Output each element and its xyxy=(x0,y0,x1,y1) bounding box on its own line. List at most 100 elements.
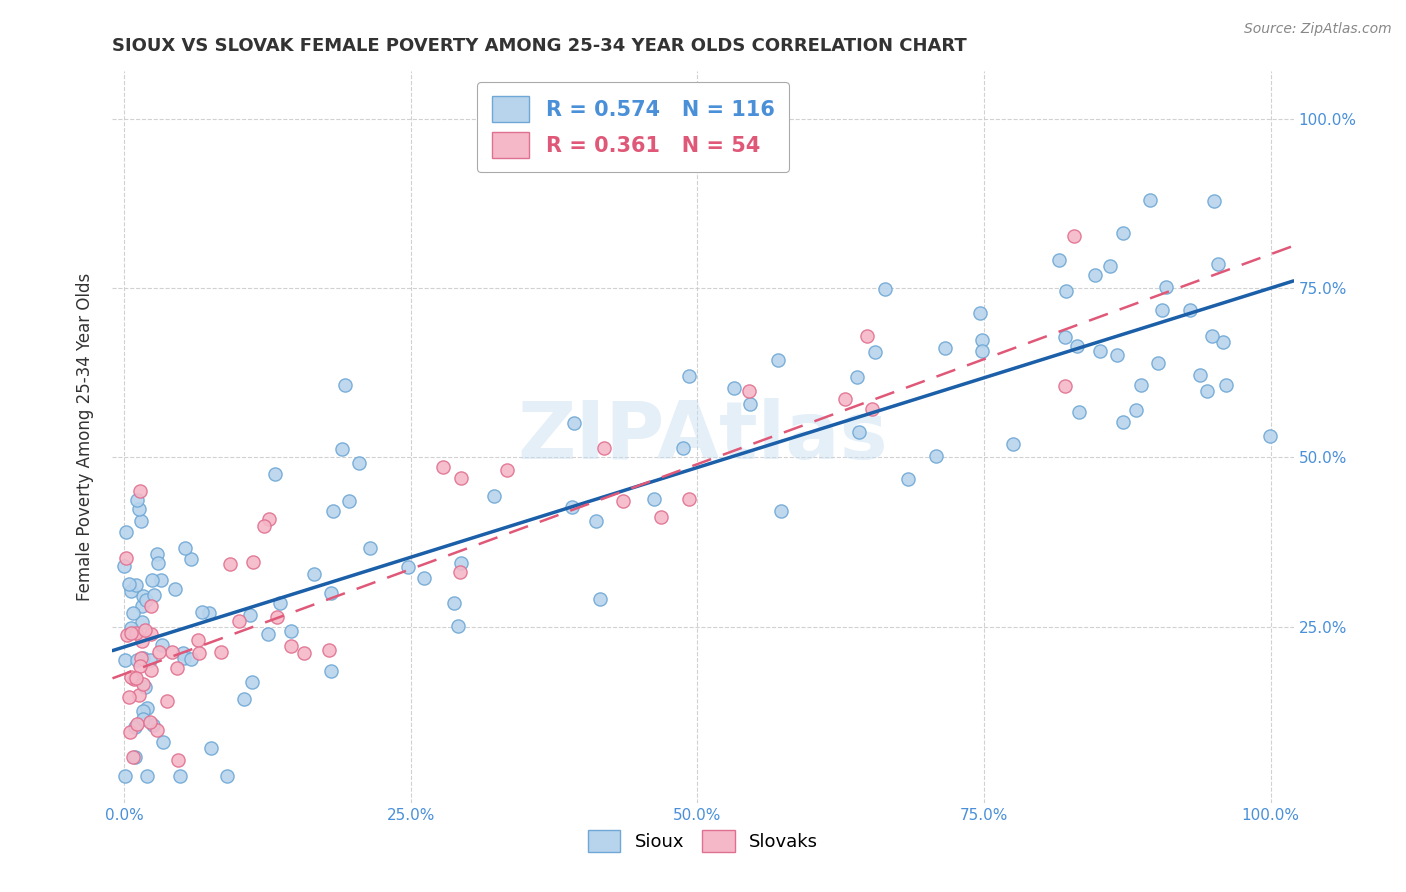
Point xyxy=(678,368,700,383)
Point xyxy=(146,547,169,561)
Point xyxy=(266,610,288,624)
Point xyxy=(129,483,152,498)
Point xyxy=(173,541,195,555)
Point xyxy=(766,353,789,368)
Point xyxy=(124,749,146,764)
Point xyxy=(447,619,470,633)
Point xyxy=(1098,259,1121,273)
Point xyxy=(152,735,174,749)
Point xyxy=(257,512,280,526)
Point xyxy=(860,401,883,416)
Point xyxy=(139,714,162,729)
Point xyxy=(120,725,142,739)
Point xyxy=(150,639,173,653)
Point xyxy=(114,652,136,666)
Point xyxy=(128,689,150,703)
Point xyxy=(135,769,157,783)
Point xyxy=(191,605,214,619)
Point xyxy=(495,463,517,477)
Point xyxy=(141,664,163,678)
Point xyxy=(142,588,165,602)
Point xyxy=(875,282,897,296)
Point xyxy=(118,576,141,591)
Point xyxy=(738,397,761,411)
Point xyxy=(1125,402,1147,417)
Point xyxy=(1188,368,1211,383)
Point xyxy=(253,518,276,533)
Point xyxy=(200,740,222,755)
Point xyxy=(1154,280,1177,294)
Point xyxy=(562,416,585,430)
Point xyxy=(1088,343,1111,358)
Point xyxy=(142,718,165,732)
Point xyxy=(738,384,761,398)
Point xyxy=(131,651,153,665)
Point xyxy=(589,592,612,607)
Point xyxy=(166,661,188,675)
Point xyxy=(269,596,291,610)
Point xyxy=(141,573,163,587)
Point xyxy=(115,551,138,566)
Point xyxy=(1107,348,1129,362)
Point xyxy=(1053,330,1076,344)
Point xyxy=(120,670,142,684)
Point xyxy=(125,671,148,685)
Point xyxy=(134,623,156,637)
Point xyxy=(1063,229,1085,244)
Point xyxy=(131,599,153,614)
Point xyxy=(139,627,162,641)
Point xyxy=(132,705,155,719)
Point xyxy=(118,690,141,705)
Point xyxy=(1197,384,1219,398)
Text: SIOUX VS SLOVAK FEMALE POVERTY AMONG 25-34 YEAR OLDS CORRELATION CHART: SIOUX VS SLOVAK FEMALE POVERTY AMONG 25-… xyxy=(112,37,967,54)
Point xyxy=(120,626,142,640)
Point xyxy=(124,720,146,734)
Point xyxy=(127,716,149,731)
Point xyxy=(969,306,991,320)
Point xyxy=(1202,194,1225,208)
Point xyxy=(187,646,209,660)
Legend: Sioux, Slovaks: Sioux, Slovaks xyxy=(581,823,825,860)
Point xyxy=(129,514,152,528)
Point xyxy=(122,672,145,686)
Text: ZIPAtlas: ZIPAtlas xyxy=(517,398,889,476)
Point xyxy=(855,329,877,343)
Point xyxy=(172,646,194,660)
Point xyxy=(1215,378,1237,392)
Point xyxy=(129,650,152,665)
Point xyxy=(169,769,191,783)
Text: Source: ZipAtlas.com: Source: ZipAtlas.com xyxy=(1244,22,1392,37)
Point xyxy=(318,643,340,657)
Point xyxy=(359,541,381,556)
Point xyxy=(173,650,195,665)
Point xyxy=(848,425,870,440)
Point xyxy=(165,582,187,597)
Point xyxy=(139,653,162,667)
Point xyxy=(122,749,145,764)
Point xyxy=(125,578,148,592)
Point xyxy=(1111,415,1133,429)
Point xyxy=(322,504,344,518)
Point xyxy=(114,769,136,783)
Point xyxy=(1067,405,1090,419)
Point xyxy=(131,712,153,726)
Point xyxy=(1139,193,1161,207)
Point xyxy=(197,606,219,620)
Point xyxy=(1066,339,1088,353)
Point xyxy=(643,491,665,506)
Point xyxy=(134,680,156,694)
Point xyxy=(264,467,287,482)
Point xyxy=(148,556,170,570)
Point xyxy=(219,558,242,572)
Point xyxy=(1002,436,1025,450)
Point xyxy=(128,501,150,516)
Point xyxy=(280,639,302,653)
Point xyxy=(333,378,356,392)
Point xyxy=(413,571,436,585)
Point xyxy=(121,624,143,639)
Point xyxy=(292,646,315,660)
Y-axis label: Female Poverty Among 25-34 Year Olds: Female Poverty Among 25-34 Year Olds xyxy=(76,273,94,601)
Point xyxy=(678,491,700,506)
Point xyxy=(125,626,148,640)
Point xyxy=(148,645,170,659)
